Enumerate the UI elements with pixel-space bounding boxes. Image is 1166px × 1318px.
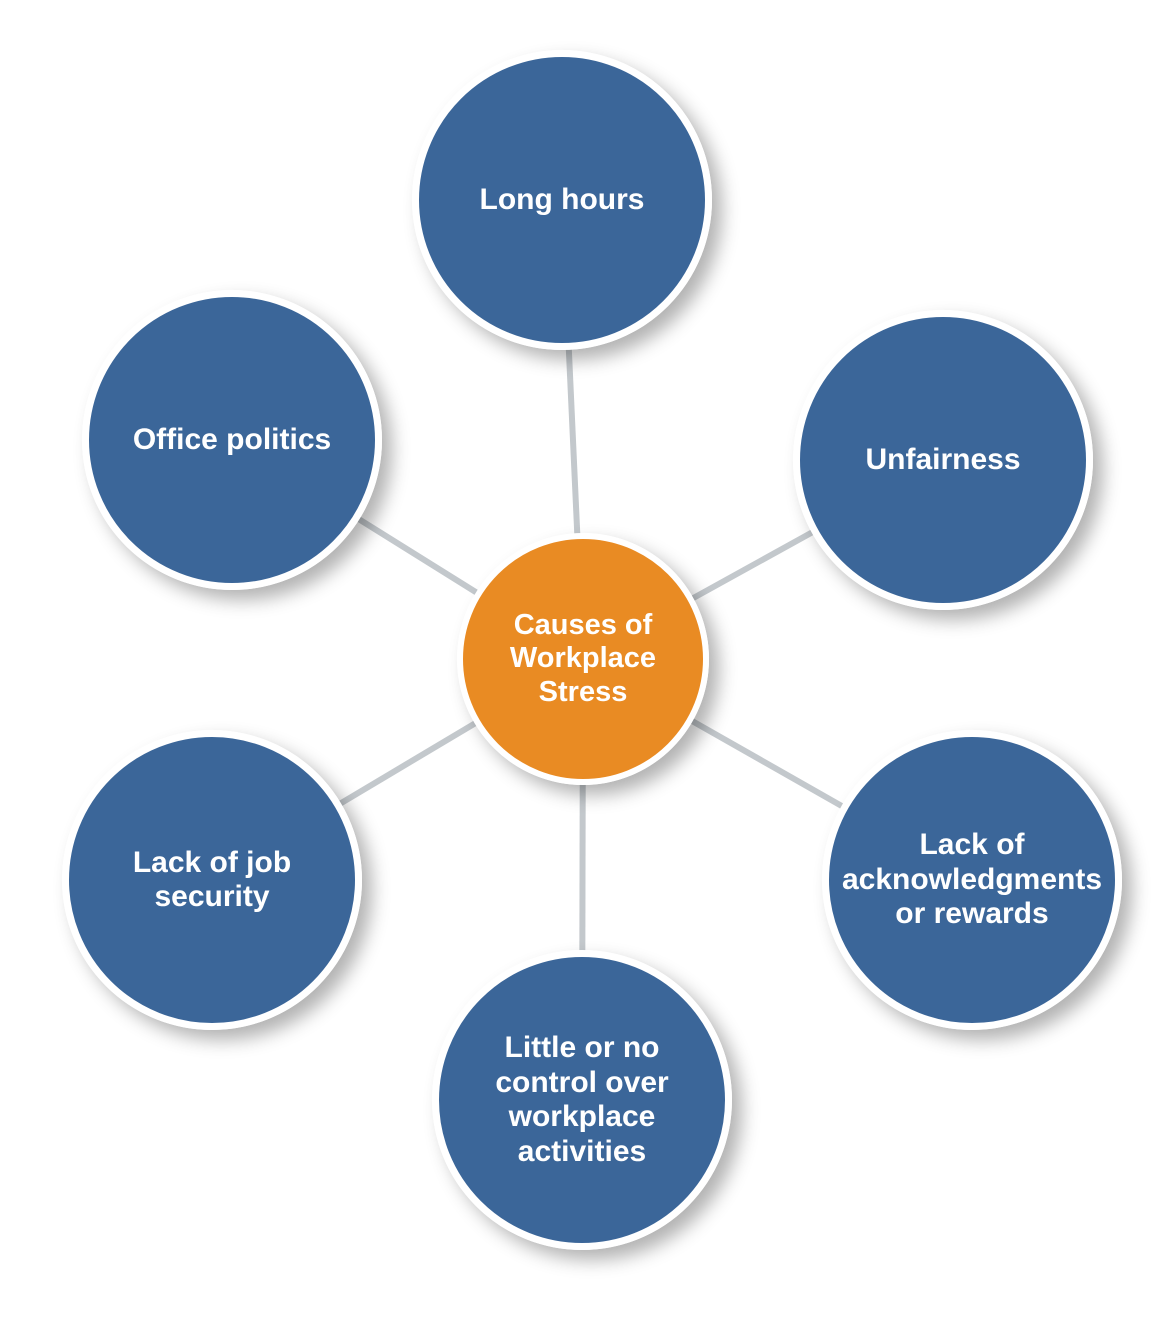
outer-node-acknowledgment-label: Lack of acknowledgments or rewards bbox=[824, 828, 1120, 932]
outer-node-office-politics-label: Office politics bbox=[115, 423, 349, 458]
center-node: Causes of Workplace Stress bbox=[457, 533, 709, 785]
outer-node-job-security: Lack of job security bbox=[62, 730, 362, 1030]
outer-node-no-control-label: Little or no control over workplace acti… bbox=[439, 1031, 725, 1169]
outer-node-unfairness: Unfairness bbox=[793, 310, 1093, 610]
outer-node-long-hours-label: Long hours bbox=[462, 183, 663, 218]
outer-node-unfairness-label: Unfairness bbox=[847, 443, 1038, 478]
outer-node-job-security-label: Lack of job security bbox=[69, 846, 355, 915]
center-node-label: Causes of Workplace Stress bbox=[463, 609, 703, 709]
outer-node-long-hours: Long hours bbox=[412, 50, 712, 350]
outer-node-no-control: Little or no control over workplace acti… bbox=[432, 950, 732, 1250]
outer-node-office-politics: Office politics bbox=[82, 290, 382, 590]
outer-node-acknowledgment: Lack of acknowledgments or rewards bbox=[822, 730, 1122, 1030]
diagram-canvas: Causes of Workplace Stress Long hours Unfa… bbox=[0, 0, 1166, 1318]
